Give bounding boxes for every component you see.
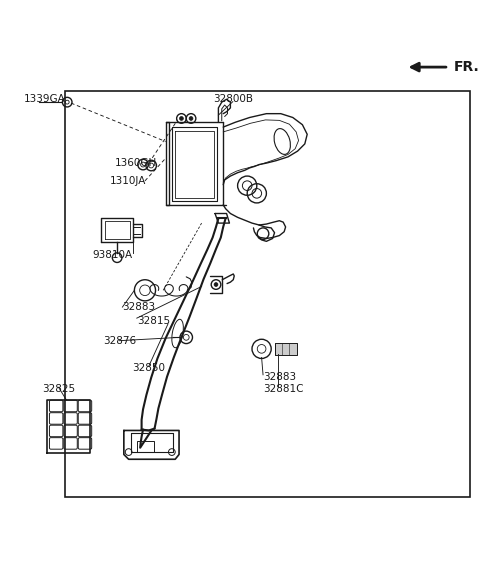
Text: 1310JA: 1310JA — [109, 176, 146, 186]
Text: 32883: 32883 — [263, 372, 296, 381]
Text: 32881C: 32881C — [263, 384, 303, 393]
Circle shape — [180, 116, 183, 120]
Circle shape — [214, 283, 218, 287]
Text: 32850: 32850 — [132, 363, 165, 373]
Text: 1360GH: 1360GH — [115, 158, 157, 168]
Text: 32876: 32876 — [103, 336, 136, 345]
Text: 32825: 32825 — [42, 384, 75, 393]
Circle shape — [189, 116, 193, 120]
Bar — [65, 91, 470, 497]
Text: FR.: FR. — [454, 60, 480, 74]
Text: 32815: 32815 — [137, 316, 170, 326]
Text: 1339GA: 1339GA — [24, 94, 66, 104]
Text: 32800B: 32800B — [213, 94, 253, 104]
Bar — [137, 441, 154, 452]
Text: 32883: 32883 — [122, 302, 156, 312]
Text: 93810A: 93810A — [93, 250, 133, 260]
